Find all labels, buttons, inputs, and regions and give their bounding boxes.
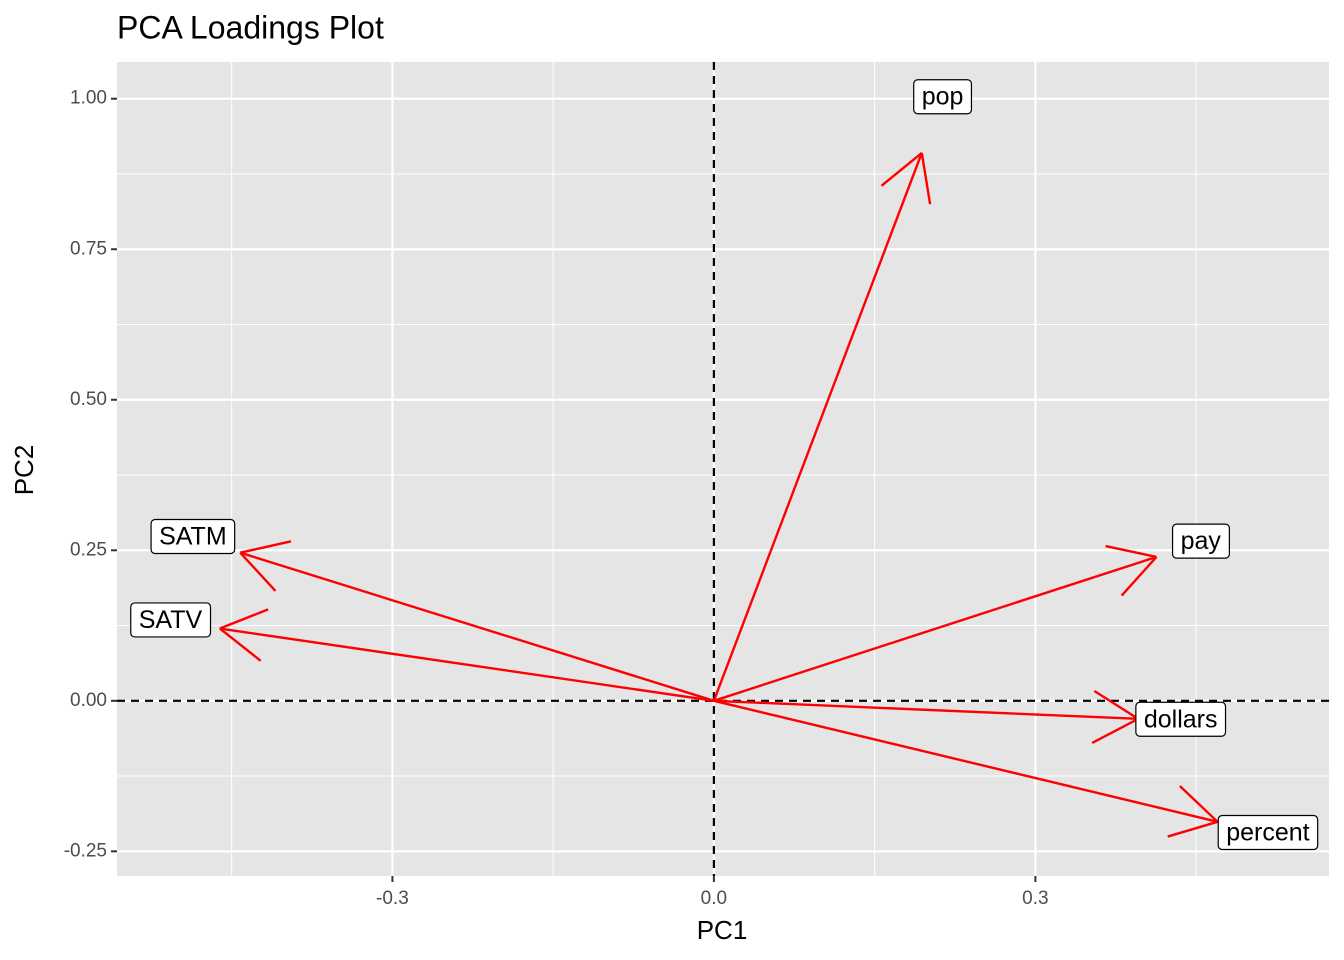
- arrow-head: [920, 152, 932, 205]
- loading-arrow: [713, 689, 1139, 744]
- label-background: [1135, 701, 1227, 737]
- loading-arrow: [712, 151, 932, 702]
- loading-arrow: [219, 608, 715, 702]
- chart-title: PCA Loadings Plot: [117, 9, 384, 45]
- arrow-shaft: [713, 699, 1139, 721]
- arrow-head: [239, 540, 292, 554]
- arrow-head: [219, 627, 262, 662]
- label-background: [913, 79, 973, 115]
- x-tick-label: 0.0: [701, 888, 727, 909]
- label-box: pop: [913, 79, 973, 115]
- y-tick-label: 0.00: [70, 690, 107, 711]
- arrow-head: [1105, 544, 1157, 559]
- label-box: dollars: [1135, 701, 1227, 737]
- point-label: percent: [1226, 819, 1309, 847]
- y-tick-label: 0.50: [70, 389, 107, 410]
- arrow-head: [239, 551, 277, 592]
- arrow-head: [1120, 556, 1158, 597]
- label-background: [1217, 814, 1319, 851]
- arrow-head: [1093, 689, 1139, 720]
- label-box: SATV: [130, 602, 212, 638]
- point-label: pay: [1181, 527, 1222, 555]
- loading-arrow: [713, 544, 1158, 702]
- label-background: [150, 518, 236, 555]
- arrow-shaft: [712, 152, 923, 702]
- arrow-shaft: [713, 699, 1218, 823]
- arrow-shaft: [713, 555, 1157, 702]
- x-axis-title: PC1: [697, 915, 748, 945]
- x-tick-label: -0.3: [376, 888, 409, 909]
- arrow-head: [880, 151, 923, 187]
- y-tick-label: 0.75: [70, 238, 107, 259]
- y-tick-label: -0.25: [64, 840, 107, 861]
- label-background: [1171, 523, 1230, 559]
- point-label: pop: [922, 83, 964, 111]
- point-label: SATV: [139, 606, 203, 634]
- arrow-head: [1179, 785, 1219, 823]
- arrow-head: [1167, 820, 1218, 838]
- loading-arrow: [713, 699, 1219, 838]
- label-box: pay: [1171, 523, 1230, 559]
- label-background: [130, 602, 212, 638]
- plot-panel: [117, 62, 1329, 876]
- y-tick-label: 0.25: [70, 539, 107, 560]
- label-box: SATM: [150, 518, 236, 555]
- arrow-shaft: [219, 627, 715, 702]
- arrow-shaft: [239, 551, 715, 702]
- arrow-head: [219, 608, 269, 630]
- label-box: percent: [1217, 814, 1319, 851]
- arrow-head: [1091, 717, 1139, 744]
- point-label: dollars: [1144, 705, 1218, 733]
- y-tick-label: 1.00: [70, 88, 107, 109]
- y-axis-title: PC2: [9, 445, 39, 496]
- point-label: SATM: [159, 522, 227, 550]
- loading-arrow: [239, 540, 715, 702]
- x-tick-label: 0.3: [1022, 888, 1048, 909]
